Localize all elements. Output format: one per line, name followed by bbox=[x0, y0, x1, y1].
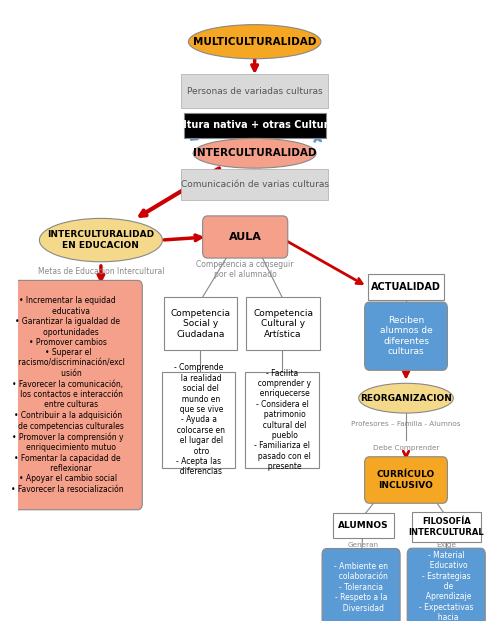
FancyBboxPatch shape bbox=[368, 273, 444, 300]
Text: Comunicación de varias culturas: Comunicación de varias culturas bbox=[181, 180, 329, 189]
Text: - Comprende
  la realidad
  social del
  mundo en
  que se vive
- Ayuda a
  colo: - Comprende la realidad social del mundo… bbox=[172, 364, 225, 476]
FancyBboxPatch shape bbox=[0, 280, 142, 510]
FancyBboxPatch shape bbox=[181, 74, 328, 108]
FancyBboxPatch shape bbox=[247, 298, 320, 350]
Text: INTERCULTURALIDAD: INTERCULTURALIDAD bbox=[193, 148, 316, 158]
Ellipse shape bbox=[40, 218, 163, 262]
FancyBboxPatch shape bbox=[332, 513, 394, 538]
Text: MULTICULTURALIDAD: MULTICULTURALIDAD bbox=[193, 36, 316, 47]
Text: Metas de Educacion Intercultural: Metas de Educacion Intercultural bbox=[38, 267, 164, 276]
Text: Competencia a conseguir
por el alumnado: Competencia a conseguir por el alumnado bbox=[197, 259, 294, 279]
FancyBboxPatch shape bbox=[365, 457, 448, 503]
FancyBboxPatch shape bbox=[246, 372, 319, 468]
FancyBboxPatch shape bbox=[184, 113, 326, 138]
FancyBboxPatch shape bbox=[164, 298, 237, 350]
Text: CURRÍCULO
INCLUSIVO: CURRÍCULO INCLUSIVO bbox=[377, 470, 435, 490]
FancyBboxPatch shape bbox=[181, 169, 328, 200]
Text: AULA: AULA bbox=[229, 232, 262, 242]
Text: INTERCULTURALIDAD
EN EDUCACION: INTERCULTURALIDAD EN EDUCACION bbox=[47, 230, 155, 250]
Text: Generan: Generan bbox=[348, 542, 379, 548]
Text: • Incrementar la equidad
   educativa
• Garantizar la igualdad de
   oportunidad: • Incrementar la equidad educativa • Gar… bbox=[11, 296, 124, 494]
Text: Competencia
Cultural y
Artística: Competencia Cultural y Artística bbox=[253, 309, 313, 339]
Text: Cultura nativa + otras Culturas: Cultura nativa + otras Culturas bbox=[169, 120, 340, 131]
Ellipse shape bbox=[193, 138, 316, 168]
Text: - Facilita
  comprender y
  enriquecerse
- Considera el
  patrimonio
  cultural : - Facilita comprender y enriquecerse - C… bbox=[253, 369, 311, 471]
FancyBboxPatch shape bbox=[322, 548, 400, 626]
Ellipse shape bbox=[359, 383, 453, 413]
Text: Competencia
Social y
Ciudadana: Competencia Social y Ciudadana bbox=[170, 309, 230, 339]
Text: Exige
modificaciones: Exige modificaciones bbox=[419, 541, 473, 555]
Text: Profesores – Familia - Alumnos: Profesores – Familia - Alumnos bbox=[351, 421, 461, 428]
FancyBboxPatch shape bbox=[365, 302, 448, 371]
Text: REORGANIZACION: REORGANIZACION bbox=[360, 394, 452, 403]
Ellipse shape bbox=[188, 24, 321, 59]
Text: FILOSOFÍA
INTERCULTURAL: FILOSOFÍA INTERCULTURAL bbox=[409, 517, 484, 537]
Text: Personas de variadas culturas: Personas de variadas culturas bbox=[187, 87, 323, 96]
Text: ALUMNOS: ALUMNOS bbox=[338, 521, 389, 530]
FancyBboxPatch shape bbox=[412, 512, 481, 542]
FancyBboxPatch shape bbox=[162, 372, 236, 468]
Text: Debe Comprender: Debe Comprender bbox=[373, 445, 439, 451]
FancyBboxPatch shape bbox=[203, 216, 288, 258]
Text: - Material
  Educativo
- Estrategias
  de
  Aprendizaje
- Expectativas
  hacia
 : - Material Educativo - Estrategias de Ap… bbox=[419, 550, 473, 632]
Text: Reciben
alumnos de
diferentes
culturas: Reciben alumnos de diferentes culturas bbox=[380, 316, 432, 356]
Text: ACTUALIDAD: ACTUALIDAD bbox=[371, 282, 441, 292]
Text: - Ambiente en
  colaboración
- Tolerancia
- Respeto a la
  Diversidad: - Ambiente en colaboración - Tolerancia … bbox=[334, 562, 388, 612]
FancyBboxPatch shape bbox=[407, 548, 485, 635]
